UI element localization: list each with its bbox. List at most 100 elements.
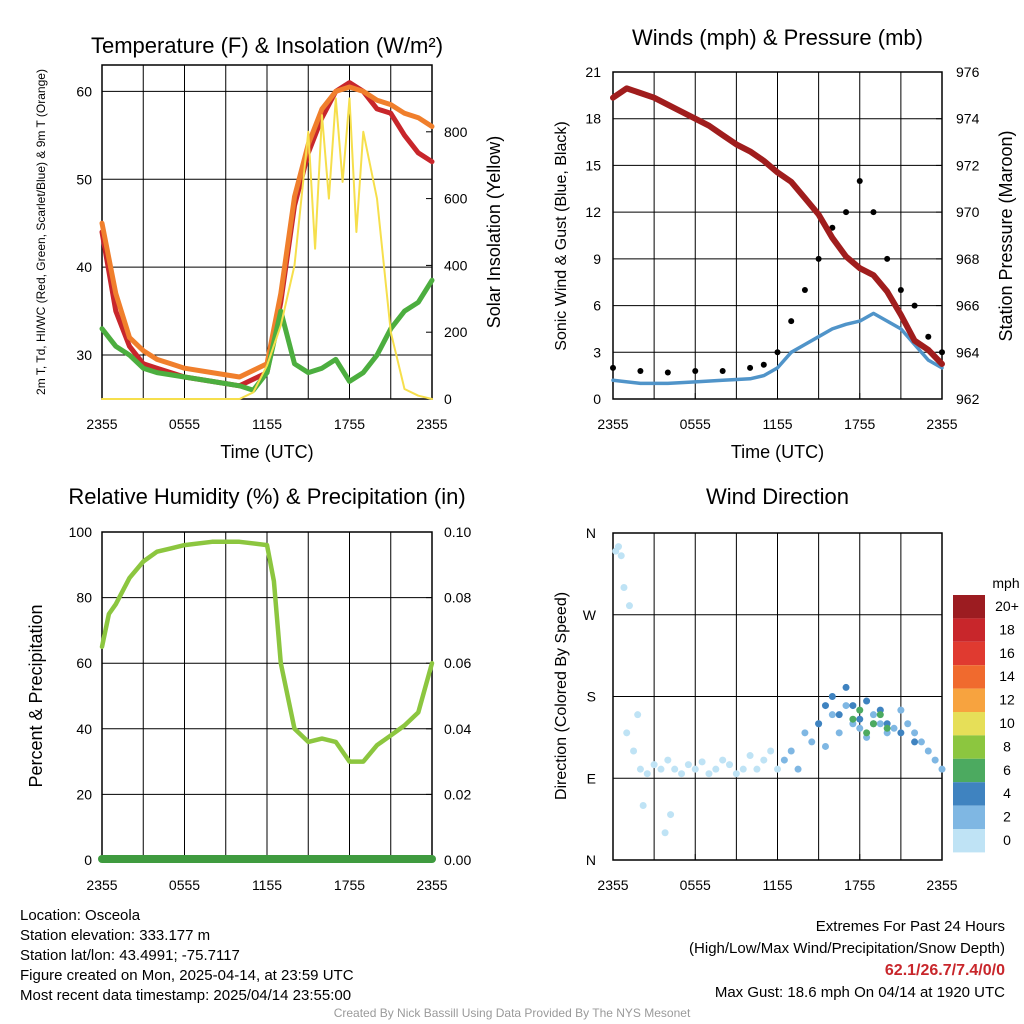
direction-point: [842, 683, 850, 691]
x-tick-label: 1755: [844, 877, 875, 893]
direction-point: [911, 738, 919, 746]
direction-point: [732, 770, 740, 778]
direction-point: [856, 715, 864, 723]
y-tick-label: 15: [585, 157, 601, 173]
legend-label: 16: [999, 645, 1015, 661]
extremes-info: Extremes For Past 24 Hours (High/Low/Max…: [689, 916, 1005, 1004]
direction-point: [863, 729, 871, 737]
x-axis-label: Time (UTC): [220, 442, 313, 462]
y-right-tick-label: 974: [956, 111, 980, 127]
x-axis-label: Time (UTC): [731, 442, 824, 462]
chart-title: Temperature (F) & Insolation (W/m²): [91, 33, 443, 58]
y-right-tick-label: 600: [444, 191, 468, 207]
y-tick-label: 21: [585, 64, 601, 80]
legend-swatch: [953, 758, 985, 783]
y-right-tick-label: 0.06: [444, 655, 471, 671]
x-tick-label: 0555: [680, 416, 711, 432]
gust-point: [911, 302, 918, 309]
y-tick-label: 0: [84, 852, 92, 868]
legend-swatch: [953, 641, 985, 666]
legend-label: 0: [1003, 832, 1011, 848]
x-tick-label: 1755: [334, 416, 365, 432]
direction-point: [623, 729, 631, 737]
gust-point: [856, 178, 863, 184]
direction-point: [821, 702, 829, 710]
direction-point: [630, 747, 638, 755]
direction-point: [876, 720, 884, 728]
direction-point: [617, 552, 625, 560]
gust-point: [637, 367, 644, 374]
direction-point: [726, 761, 734, 769]
legend-label: 8: [1003, 738, 1011, 754]
legend-unit: mph: [992, 575, 1019, 591]
y-right-tick-label: 0.00: [444, 852, 471, 868]
chart-title: Relative Humidity (%) & Precipitation (i…: [68, 484, 465, 509]
y-tick-label: 40: [76, 259, 92, 275]
direction-point: [787, 747, 795, 755]
figure-created: Figure created on Mon, 2025-04-14, at 23…: [20, 967, 354, 984]
legend-swatch: [953, 805, 985, 829]
series-line: [99, 84, 435, 380]
gust-point: [719, 367, 726, 374]
direction-point: [849, 702, 857, 710]
direction-point: [705, 770, 713, 778]
direction-point: [821, 742, 829, 750]
direction-point: [753, 765, 761, 773]
direction-point: [780, 756, 788, 764]
direction-point: [835, 729, 843, 737]
y-tick-label: N: [586, 525, 596, 541]
x-tick-label: 0555: [680, 877, 711, 893]
y-right-tick-label: 976: [956, 64, 980, 80]
direction-point: [856, 706, 864, 714]
recent-timestamp: Most recent data timestamp: 2025/04/14 2…: [20, 987, 352, 1004]
legend-swatch: [953, 665, 985, 689]
legend-label: 12: [999, 692, 1015, 708]
x-tick-label: 1155: [762, 416, 792, 432]
credit-line: Created By Nick Bassill Using Data Provi…: [333, 1006, 691, 1020]
x-tick-label: 1155: [252, 416, 282, 432]
y-tick-label: S: [587, 689, 596, 705]
y-right-axis-label: Solar Insolation (Yellow): [484, 136, 504, 328]
direction-point: [911, 729, 919, 737]
y-right-tick-label: 0.08: [444, 590, 471, 606]
direction-point: [849, 715, 857, 723]
y-right-tick-label: 970: [956, 204, 980, 220]
series-line: [610, 85, 945, 367]
legend-swatch: [953, 618, 985, 642]
direction-point: [801, 729, 809, 737]
direction-point: [924, 747, 932, 755]
series-line: [611, 311, 944, 386]
y-tick-label: N: [586, 852, 596, 868]
y-right-tick-label: 0.04: [444, 721, 471, 737]
direction-point: [657, 765, 665, 773]
legend-swatch: [953, 688, 985, 712]
y-right-tick-label: 800: [444, 124, 468, 140]
y-right-tick-label: 0.10: [444, 524, 471, 540]
gust-point: [829, 224, 836, 231]
y-axis-label: Sonic Wind & Gust (Blue, Black): [553, 121, 570, 350]
y-tick-label: 60: [76, 83, 92, 99]
direction-point: [664, 756, 672, 764]
extremes-values: 62.1/26.7/7.4/0/0: [884, 962, 1005, 979]
direction-point: [634, 711, 642, 719]
legend-swatch: [953, 735, 985, 759]
y-tick-label: 50: [76, 171, 92, 187]
direction-point: [774, 765, 781, 773]
direction-point: [808, 738, 816, 746]
y-right-tick-label: 968: [956, 251, 980, 267]
direction-point: [639, 802, 647, 809]
legend-swatch: [953, 595, 985, 619]
x-tick-label: 2355: [86, 416, 117, 432]
y-tick-label: 6: [593, 298, 601, 314]
series-line: [99, 277, 435, 393]
chart-title: Winds (mph) & Pressure (mb): [632, 25, 923, 50]
station-elevation: Station elevation: 333.177 m: [20, 927, 211, 944]
direction-point: [614, 543, 622, 551]
legend-label: 4: [1003, 785, 1011, 801]
y-tick-label: 0: [593, 391, 601, 407]
y-tick-label: 18: [585, 111, 601, 127]
x-tick-label: 1155: [252, 877, 282, 893]
direction-point: [719, 756, 727, 764]
x-tick-label: 1755: [844, 416, 875, 432]
